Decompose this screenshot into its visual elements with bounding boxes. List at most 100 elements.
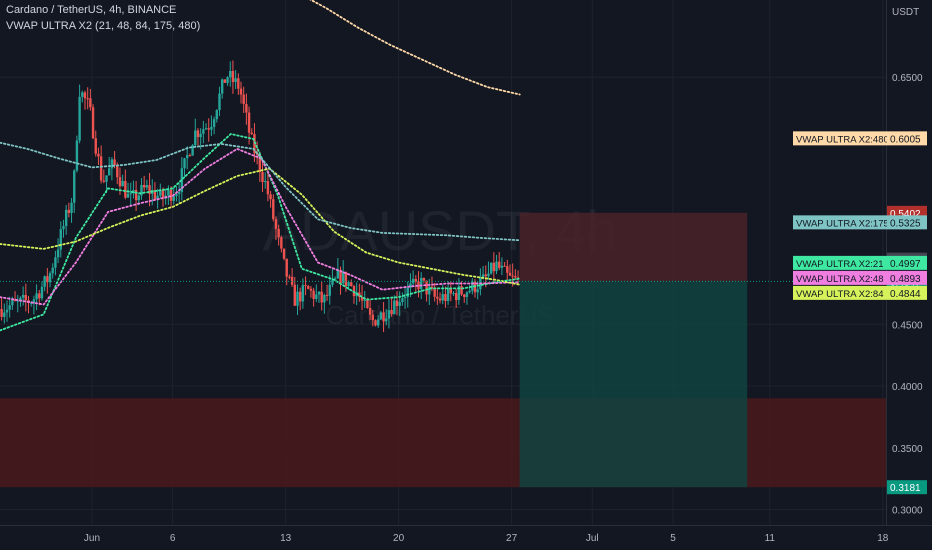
zones: [0, 212, 886, 488]
candle-body: [83, 92, 87, 99]
candle-body: [226, 77, 229, 83]
vwap-label-name: VWAP ULTRA X2:480: [796, 134, 889, 145]
candle-body: [420, 277, 423, 290]
candle-body: [288, 276, 291, 278]
candle-body: [422, 277, 426, 281]
candle-body: [8, 305, 11, 310]
chart-symbol-title[interactable]: Cardano / TetherUS, 4h, BINANCE: [6, 4, 177, 16]
x-tick-label: 6: [170, 533, 176, 544]
candle-body: [183, 158, 186, 169]
candle-body: [73, 170, 76, 203]
candle-body: [376, 319, 380, 326]
indicator-legend[interactable]: VWAP ULTRA X2 (21, 48, 84, 175, 480): [6, 20, 201, 32]
time-axis: Jun 6 13 20 27 Jul 5 11 18: [0, 525, 932, 544]
candle-body: [495, 261, 498, 272]
candle-body: [35, 293, 38, 300]
candle-body: [78, 96, 81, 141]
candle-body: [145, 185, 149, 188]
candle-body: [40, 286, 44, 299]
candle-body: [159, 189, 162, 196]
candle-body: [3, 312, 6, 317]
candle-body: [186, 155, 189, 159]
candle-body: [102, 180, 106, 182]
candle-body: [449, 288, 453, 294]
vwap-line-4: [0, 141, 521, 242]
candle-body: [315, 294, 318, 299]
support-zone: [0, 398, 886, 488]
candle-body: [64, 209, 68, 227]
candle-body: [13, 299, 17, 301]
candle-body: [344, 271, 348, 287]
y-tick-label: 0.6500: [892, 73, 923, 84]
candle-body: [51, 267, 54, 274]
candle-body: [62, 226, 65, 230]
candle-body: [503, 265, 506, 267]
candle-body: [269, 194, 272, 200]
candle-body: [465, 292, 469, 297]
candle-body: [296, 291, 299, 306]
candle-body: [43, 276, 46, 287]
candle-body: [406, 287, 409, 297]
candle-body: [312, 290, 315, 299]
stop-zone: [519, 212, 748, 282]
candle-body: [444, 294, 447, 302]
candle-body: [425, 280, 428, 295]
candle-body: [489, 262, 493, 274]
candle-body: [511, 275, 514, 277]
vwap-value-tag-5: [887, 131, 927, 146]
candle-body: [395, 300, 399, 307]
candle-body: [38, 293, 41, 299]
candle-body: [280, 237, 283, 249]
candle-body: [441, 294, 444, 301]
candle-body: [126, 193, 130, 198]
candle-body: [301, 285, 305, 302]
candle-body: [48, 273, 52, 283]
candle-body: [331, 279, 334, 285]
candle-body: [350, 282, 353, 287]
vwap-value-tag-1: [887, 255, 927, 270]
candle-body: [156, 195, 159, 200]
candle-body: [339, 269, 342, 284]
candle-body: [161, 189, 165, 199]
candle-body: [379, 312, 383, 320]
candle-body: [129, 193, 132, 195]
candle-body: [382, 312, 385, 322]
x-tick-label: 27: [506, 533, 518, 544]
candle-body: [110, 159, 114, 169]
candle-body: [212, 119, 216, 127]
candle-body: [363, 299, 366, 301]
candle-body: [116, 165, 119, 178]
vwap-label-value: 0.4997: [890, 259, 921, 270]
candle-body: [258, 154, 262, 173]
candle-body: [19, 297, 22, 301]
candle-body: [5, 309, 9, 313]
x-tick-label: 5: [670, 533, 676, 544]
candle-body: [16, 300, 19, 302]
candle-body: [433, 288, 436, 297]
candle-body: [481, 274, 485, 279]
candle-body: [75, 140, 79, 171]
candle-body: [46, 276, 49, 283]
candle-body: [32, 299, 36, 303]
candle-body: [142, 184, 146, 188]
candle-body: [0, 308, 3, 317]
candle-body: [417, 281, 420, 290]
candle-body: [202, 129, 205, 134]
candle-body: [290, 276, 294, 285]
vwap-label-name: VWAP ULTRA X2:21: [796, 259, 883, 270]
vwap-label-5: [793, 131, 887, 146]
candle-body: [24, 294, 28, 301]
candle-body: [360, 296, 364, 301]
candle-body: [304, 285, 307, 287]
candle-body: [223, 79, 227, 83]
candle-body: [274, 219, 278, 229]
x-tick-label: Jun: [84, 533, 100, 544]
candle-body: [385, 318, 388, 322]
candle-body: [113, 159, 116, 166]
y-tick-label: 0.3000: [892, 506, 923, 517]
vwap-label-value: 0.4893: [890, 274, 921, 285]
candle-body: [476, 289, 479, 293]
candle-body: [134, 189, 138, 201]
candle-body: [342, 271, 345, 284]
